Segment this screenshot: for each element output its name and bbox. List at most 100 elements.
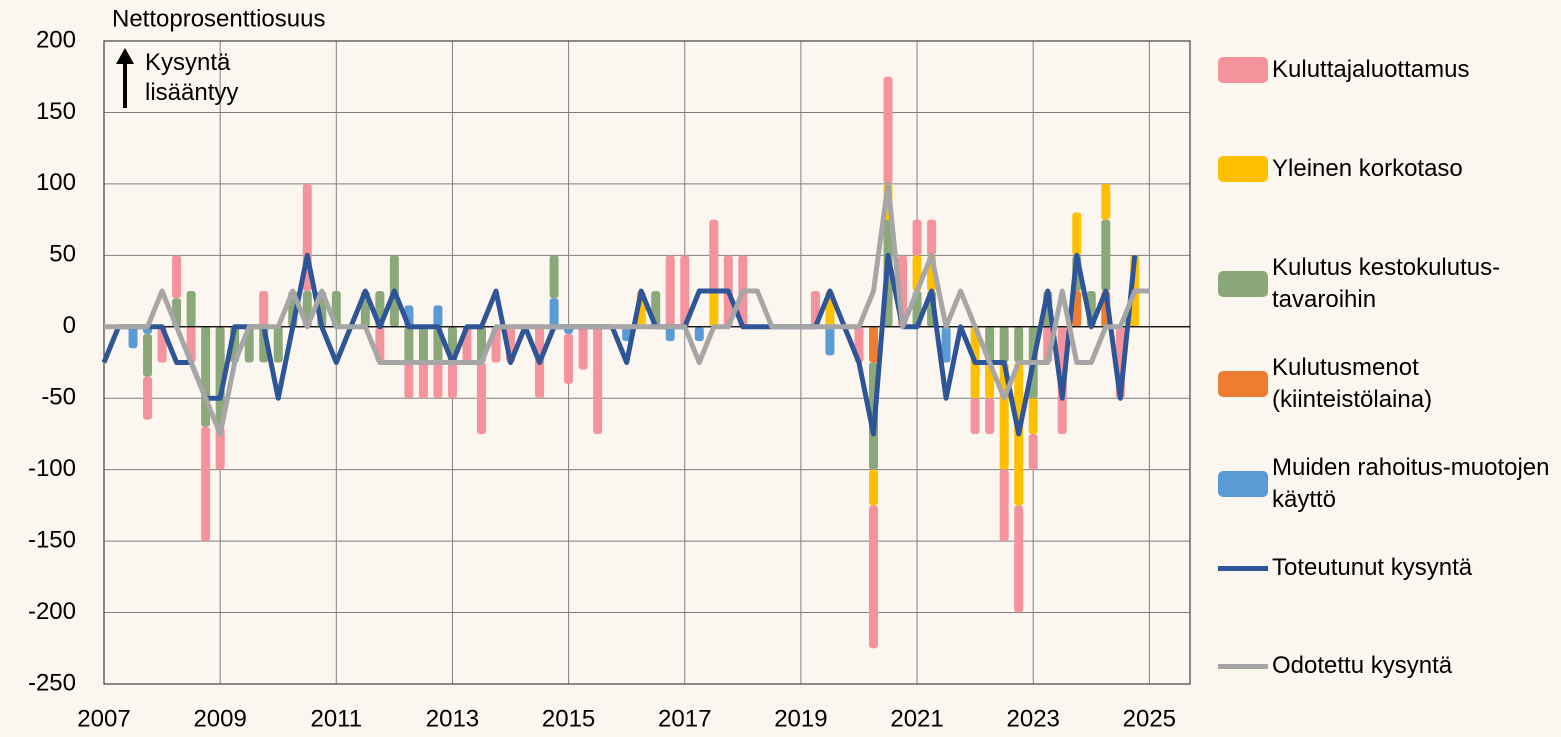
bar xyxy=(1101,219,1111,292)
bar xyxy=(578,326,588,370)
legend-label: Kulutus kestokulutus-tavaroihin xyxy=(1272,254,1501,313)
x-tick-label: 2021 xyxy=(890,705,943,732)
legend-swatch-fill xyxy=(1218,371,1268,397)
legend-swatch xyxy=(1218,57,1268,83)
bar xyxy=(868,505,878,649)
bar xyxy=(1028,398,1038,434)
y-tick-label: -250 xyxy=(28,669,76,696)
legend-entry: Odotettu kysyntä xyxy=(1218,650,1557,682)
bar xyxy=(549,255,559,299)
legend-swatch xyxy=(1218,271,1268,297)
bar xyxy=(1101,183,1111,220)
bar xyxy=(999,326,1009,363)
bar xyxy=(433,362,443,399)
legend-entry: Toteutunut kysyntä xyxy=(1218,552,1557,584)
annotation: Kysyntä lisääntyy xyxy=(145,49,239,106)
bar xyxy=(259,291,269,327)
bar xyxy=(273,326,283,363)
x-tick-label: 2007 xyxy=(77,705,130,732)
x-tick-label: 2013 xyxy=(426,705,479,732)
bar xyxy=(418,326,428,363)
bar xyxy=(1014,505,1024,613)
y-axis-label: Nettoprosenttiosuus xyxy=(112,5,325,32)
legend-label: Kuluttajaluottamus xyxy=(1272,56,1470,83)
legend-entry: Kulutusmenot (kiinteistölaina) xyxy=(1218,352,1557,416)
bar xyxy=(1028,433,1038,470)
bar xyxy=(912,219,922,256)
bar xyxy=(941,326,951,363)
bar xyxy=(172,255,182,299)
legend-swatch-fill xyxy=(1218,471,1268,497)
bar xyxy=(143,333,153,377)
bar xyxy=(433,305,443,327)
bar xyxy=(927,219,937,256)
y-tick-label: 50 xyxy=(49,241,76,268)
bar xyxy=(1014,326,1024,363)
legend-entry: Kuluttajaluottamus xyxy=(1218,54,1557,86)
bar xyxy=(404,326,414,363)
y-tick-label: -100 xyxy=(28,455,76,482)
bar xyxy=(215,426,225,470)
bar xyxy=(825,326,835,356)
bar xyxy=(549,298,559,327)
legend-entry: Yleinen korkotaso xyxy=(1218,153,1557,185)
bar xyxy=(447,362,457,399)
legend-label: Muiden rahoitus-muotojen käyttö xyxy=(1272,454,1550,513)
x-tick-label: 2023 xyxy=(1007,705,1060,732)
bar xyxy=(970,398,980,434)
y-tick-label: -200 xyxy=(28,598,76,625)
legend-swatch-fill xyxy=(1218,271,1268,297)
bar xyxy=(985,398,995,434)
bar xyxy=(868,469,878,506)
y-tick-label: 0 xyxy=(63,312,76,339)
y-tick-label: -150 xyxy=(28,526,76,553)
arrow-head xyxy=(116,48,134,64)
bar xyxy=(868,326,878,363)
line xyxy=(104,181,1150,437)
bar xyxy=(201,426,211,542)
y-tick-label: -50 xyxy=(41,384,76,411)
bar xyxy=(999,469,1009,542)
legend-entry: Kulutus kestokulutus-tavaroihin xyxy=(1218,252,1557,316)
bar xyxy=(694,326,704,342)
bar xyxy=(709,291,719,327)
y-tick-label: 100 xyxy=(36,169,76,196)
x-tick-label: 2015 xyxy=(542,705,595,732)
x-tick-label: 2019 xyxy=(774,705,827,732)
x-tick-label: 2025 xyxy=(1123,705,1176,732)
bar xyxy=(128,326,138,349)
legend-swatch-fill xyxy=(1218,57,1268,83)
legend-entry: Muiden rahoitus-muotojen käyttö xyxy=(1218,452,1557,516)
legend-swatch xyxy=(1218,471,1268,497)
bar xyxy=(593,326,603,434)
bar xyxy=(709,219,719,292)
legend-label: Toteutunut kysyntä xyxy=(1272,554,1473,581)
bar xyxy=(665,326,675,342)
legend-swatch xyxy=(1218,371,1268,397)
legend-swatch-fill xyxy=(1218,565,1268,571)
line xyxy=(101,252,1138,437)
bar xyxy=(143,376,153,420)
legend-label: Kulutusmenot (kiinteistölaina) xyxy=(1272,354,1433,413)
y-tick-label: 150 xyxy=(36,98,76,125)
x-tick-label: 2017 xyxy=(658,705,711,732)
legend-swatch xyxy=(1218,555,1268,581)
bar xyxy=(418,362,428,399)
bar xyxy=(665,255,675,327)
bar xyxy=(404,362,414,399)
legend-swatch-fill xyxy=(1218,663,1268,669)
x-tick-label: 2009 xyxy=(193,705,246,732)
bar xyxy=(1072,212,1082,256)
legend-swatch xyxy=(1218,653,1268,679)
bar xyxy=(476,362,486,434)
bar xyxy=(883,76,893,184)
legend-label: Yleinen korkotaso xyxy=(1272,155,1463,182)
bar xyxy=(564,333,574,384)
legend-swatch-fill xyxy=(1218,156,1268,182)
legend-swatch xyxy=(1218,156,1268,182)
y-tick-label: 200 xyxy=(36,26,76,53)
bar xyxy=(215,326,225,427)
bar xyxy=(680,255,690,327)
